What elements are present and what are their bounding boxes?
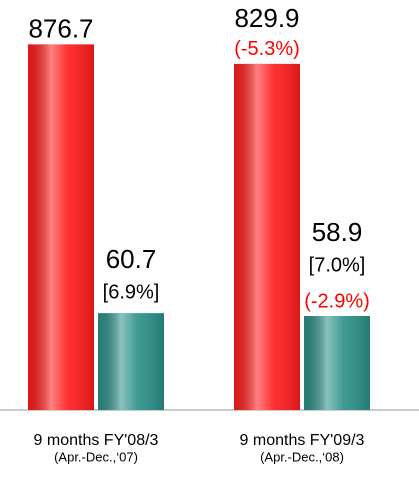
value-label: 60.7 — [106, 244, 157, 274]
x-tick-label: 9 months FY'08/3 — [34, 432, 159, 449]
margin-label: [7.0%] — [309, 254, 366, 276]
x-tick-label: 9 months FY'09/3 — [240, 432, 365, 449]
x-tick-sublabel: (Apr.-Dec.,‘08) — [260, 449, 344, 464]
bar-shine — [28, 44, 94, 410]
value-label: 876.7 — [28, 13, 93, 43]
margin-label: [6.9%] — [103, 281, 160, 303]
bar-shine — [98, 313, 164, 410]
bar-shine — [304, 316, 370, 410]
value-label: 58.9 — [312, 217, 363, 247]
x-tick-sublabel: (Apr.-Dec.,‘07) — [54, 449, 138, 464]
change-label: (-5.3%) — [234, 38, 300, 60]
bar-shine — [234, 63, 300, 410]
value-label: 829.9 — [234, 3, 299, 33]
change-label: (-2.9%) — [304, 290, 370, 312]
